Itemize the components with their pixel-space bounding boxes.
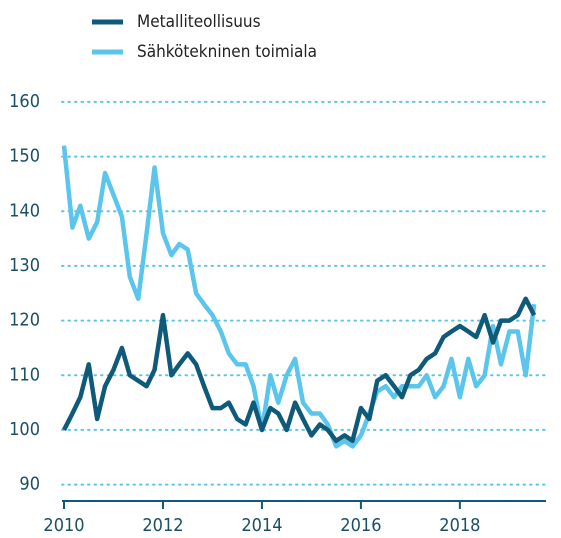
x-tick-label: 2010 [43,515,84,536]
x-tick-label: 2018 [439,515,480,536]
legend-label: Sähkötekninen toimiala [137,42,317,62]
series-line [61,145,537,449]
y-tick-label: 150 [9,146,40,167]
y-tick-label: 160 [9,91,40,112]
x-tick-label: 2016 [340,515,381,536]
y-tick-label: 140 [9,200,40,221]
y-tick-label: 120 [9,310,40,331]
y-tick-label: 130 [9,255,40,276]
y-tick-label: 90 [19,474,40,495]
x-tick-label: 2012 [142,515,183,536]
y-tick-label: 100 [9,419,40,440]
x-tick-label: 2014 [241,515,282,536]
series-line [61,296,537,444]
y-tick-label: 110 [9,364,40,385]
legend-label: Metalliteollisuus [137,12,261,32]
